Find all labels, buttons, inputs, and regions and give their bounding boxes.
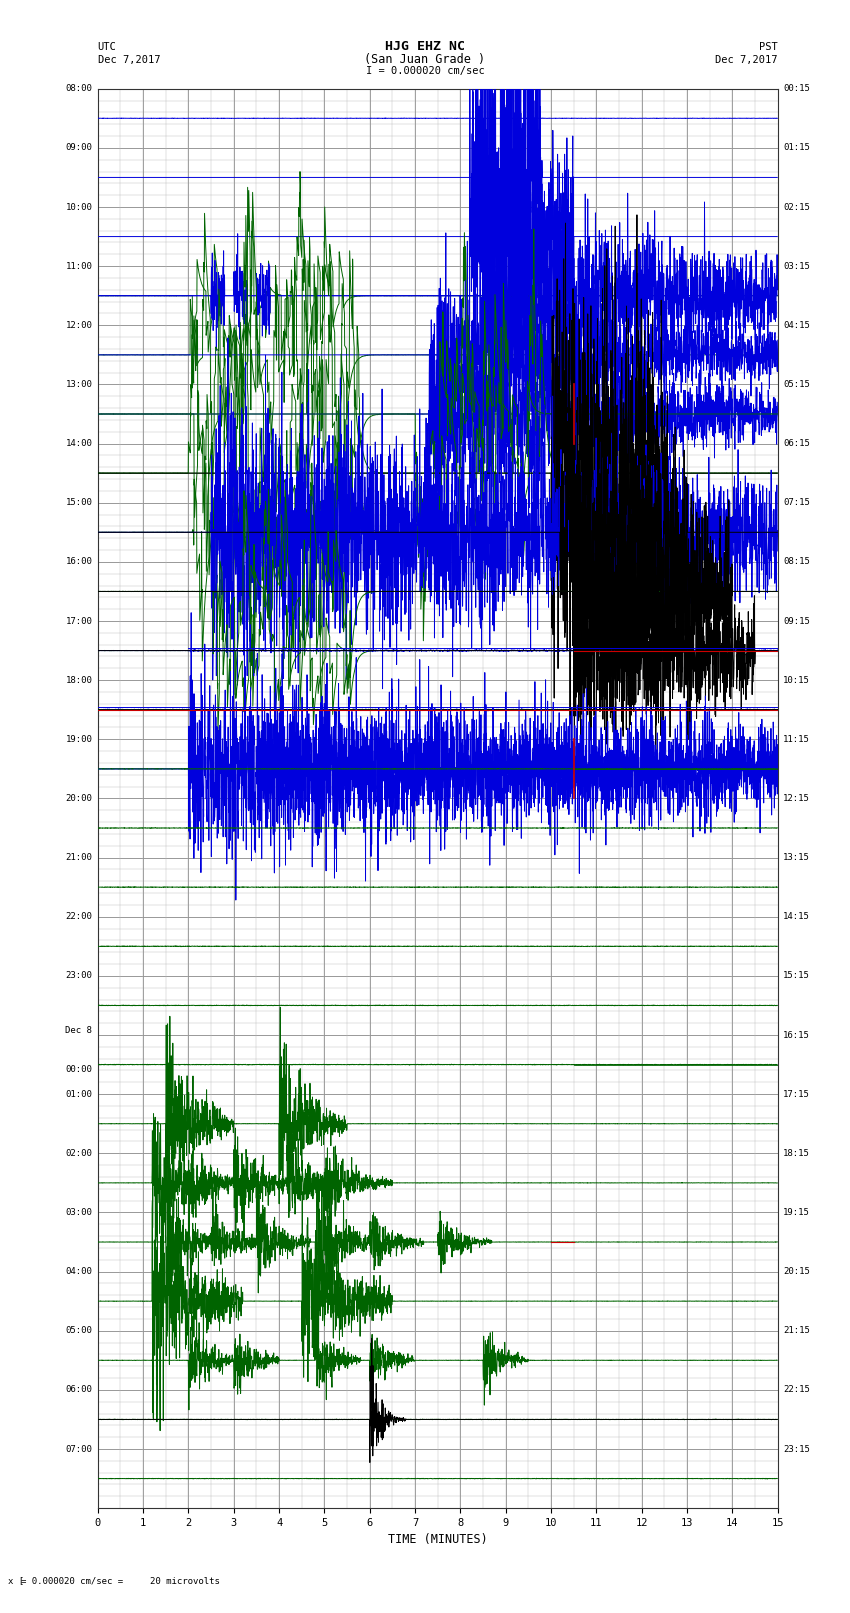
Text: 10:00: 10:00 — [65, 203, 93, 211]
Text: 08:00: 08:00 — [65, 84, 93, 94]
Text: 05:00: 05:00 — [65, 1326, 93, 1336]
Text: 15:15: 15:15 — [783, 971, 810, 981]
Text: 23:00: 23:00 — [65, 971, 93, 981]
Text: 12:00: 12:00 — [65, 321, 93, 329]
Text: UTC: UTC — [98, 42, 116, 52]
Text: Dec 7,2017: Dec 7,2017 — [98, 55, 161, 65]
Text: 07:15: 07:15 — [783, 498, 810, 506]
Text: 02:15: 02:15 — [783, 203, 810, 211]
Text: I = 0.000020 cm/sec: I = 0.000020 cm/sec — [366, 66, 484, 76]
Text: 19:15: 19:15 — [783, 1208, 810, 1216]
Text: 22:00: 22:00 — [65, 913, 93, 921]
Text: 05:15: 05:15 — [783, 381, 810, 389]
Text: 19:00: 19:00 — [65, 736, 93, 744]
Text: 02:00: 02:00 — [65, 1148, 93, 1158]
Text: = 0.000020 cm/sec =     20 microvolts: = 0.000020 cm/sec = 20 microvolts — [21, 1576, 220, 1586]
Text: 15:00: 15:00 — [65, 498, 93, 506]
Text: 06:15: 06:15 — [783, 439, 810, 448]
Text: 17:15: 17:15 — [783, 1090, 810, 1098]
Text: 01:15: 01:15 — [783, 144, 810, 152]
Text: 18:15: 18:15 — [783, 1148, 810, 1158]
Text: Dec 7,2017: Dec 7,2017 — [715, 55, 778, 65]
Text: 11:00: 11:00 — [65, 261, 93, 271]
Text: 13:00: 13:00 — [65, 381, 93, 389]
Text: x [: x [ — [8, 1576, 25, 1586]
Text: PST: PST — [759, 42, 778, 52]
Text: 14:00: 14:00 — [65, 439, 93, 448]
Text: 03:15: 03:15 — [783, 261, 810, 271]
Text: Dec 8: Dec 8 — [65, 1026, 93, 1036]
Text: HJG EHZ NC: HJG EHZ NC — [385, 40, 465, 53]
Text: 18:00: 18:00 — [65, 676, 93, 684]
Text: 23:15: 23:15 — [783, 1445, 810, 1453]
Text: 22:15: 22:15 — [783, 1386, 810, 1394]
Text: 09:15: 09:15 — [783, 616, 810, 626]
Text: 07:00: 07:00 — [65, 1445, 93, 1453]
Text: 10:15: 10:15 — [783, 676, 810, 684]
Text: 04:00: 04:00 — [65, 1268, 93, 1276]
Text: 01:00: 01:00 — [65, 1090, 93, 1098]
Text: 04:15: 04:15 — [783, 321, 810, 329]
Text: 12:15: 12:15 — [783, 794, 810, 803]
Text: 08:15: 08:15 — [783, 558, 810, 566]
Text: 16:00: 16:00 — [65, 558, 93, 566]
Text: 21:15: 21:15 — [783, 1326, 810, 1336]
Text: 03:00: 03:00 — [65, 1208, 93, 1216]
Text: 20:00: 20:00 — [65, 794, 93, 803]
Text: (San Juan Grade ): (San Juan Grade ) — [365, 53, 485, 66]
X-axis label: TIME (MINUTES): TIME (MINUTES) — [388, 1534, 488, 1547]
Text: 13:15: 13:15 — [783, 853, 810, 861]
Text: 14:15: 14:15 — [783, 913, 810, 921]
Text: 21:00: 21:00 — [65, 853, 93, 861]
Text: 06:00: 06:00 — [65, 1386, 93, 1394]
Text: 00:15: 00:15 — [783, 84, 810, 94]
Text: 00:00: 00:00 — [65, 1065, 93, 1074]
Text: 16:15: 16:15 — [783, 1031, 810, 1039]
Text: 17:00: 17:00 — [65, 616, 93, 626]
Text: 09:00: 09:00 — [65, 144, 93, 152]
Text: 11:15: 11:15 — [783, 736, 810, 744]
Text: 20:15: 20:15 — [783, 1268, 810, 1276]
